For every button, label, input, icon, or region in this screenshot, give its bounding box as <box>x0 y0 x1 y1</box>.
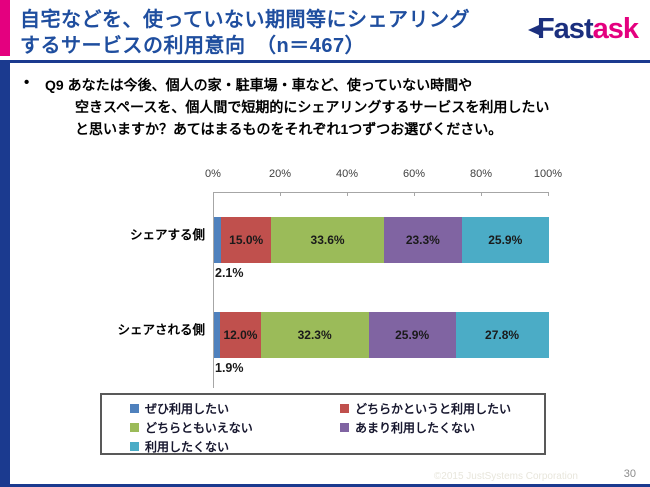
fastask-logo: Fast ask <box>527 13 639 46</box>
legend-item: どちらともいえない <box>130 419 340 436</box>
segment-value-label: 27.8% <box>485 328 520 342</box>
segment-value-label: 15.0% <box>229 233 264 247</box>
page-title: 自宅などを、使っていない期間等にシェアリング するサービスの利用意向 （n＝46… <box>20 7 498 59</box>
segment-value-label: 25.9% <box>488 233 523 247</box>
bar-row: 12.0% 32.3% 25.9% 27.8% <box>214 312 549 358</box>
segment-value-label: 23.3% <box>405 233 440 247</box>
copyright-text: ©2015 JustSystems Corporation <box>433 471 578 482</box>
title-separator-line <box>0 60 650 63</box>
x-axis-tick-label: 40% <box>335 168 359 180</box>
legend-item: どちらかというと利用したい <box>340 400 544 417</box>
question-text: Q9 あなたは今後、個人の家・駐車場・車など、使っていない時間や 空きスペースを… <box>45 74 635 140</box>
segment-value-label-outside: 1.9% <box>215 361 244 375</box>
legend-label: ぜひ利用したい <box>145 402 230 416</box>
category-label: シェアされる側 <box>117 323 205 337</box>
question-line2: 空きスペースを、個人間で短期的にシェアリングするサービスを利用したい <box>75 99 550 115</box>
bar-segment: 25.9% <box>368 312 456 358</box>
chart-legend: ぜひ利用したい どちらかというと利用したいどちらともいえない あまり利用したくない利… <box>100 393 546 455</box>
x-axis-line <box>213 192 549 193</box>
category-label: シェアする側 <box>129 228 205 242</box>
legend-swatch-icon <box>340 404 349 413</box>
page-number: 30 <box>623 468 636 480</box>
x-axis-tick-label: 100% <box>533 168 563 180</box>
legend-item: ぜひ利用したい <box>130 400 340 417</box>
logo-text-fast: Fast <box>536 13 594 45</box>
question-bullet: • <box>24 74 30 91</box>
legend-swatch-icon <box>340 423 349 432</box>
legend-label: 利用したくない <box>145 440 230 454</box>
bar-segment: 27.8% <box>455 312 549 358</box>
legend-label: どちらともいえない <box>145 421 253 435</box>
bottom-border-bar <box>0 484 650 487</box>
logo-text-ask: ask <box>592 13 639 45</box>
bar-segment: 23.3% <box>383 217 462 263</box>
legend-label: あまり利用したくない <box>355 421 476 435</box>
x-axis-tick-label: 0% <box>205 168 221 180</box>
segment-value-label: 25.9% <box>395 328 430 342</box>
legend-item: あまり利用したくない <box>340 419 544 436</box>
legend-item: 利用したくない <box>130 438 340 455</box>
legend-swatch-icon <box>130 423 139 432</box>
x-axis-tick <box>414 192 415 196</box>
bar-segment: 33.6% <box>271 217 384 263</box>
legend-swatch-icon <box>130 442 139 451</box>
segment-value-label-outside: 2.1% <box>215 266 244 280</box>
legend-swatch-icon <box>130 404 139 413</box>
x-axis-tick-label: 80% <box>469 168 493 180</box>
logo-arrow-icon <box>527 24 539 35</box>
bar-segment <box>214 217 222 263</box>
segment-value-label: 32.3% <box>297 328 332 342</box>
bar-segment <box>214 312 221 358</box>
legend-label: どちらかというと利用したい <box>355 402 512 416</box>
page-title-line1: 自宅などを、使っていない期間等にシェアリング <box>20 9 470 31</box>
x-axis-tick <box>548 192 549 196</box>
x-axis-tick-label: 20% <box>268 168 292 180</box>
question-line3: と思いますか？あてはまるものをそれぞれ1つずつお選びください。 <box>75 121 503 137</box>
bar-segment: 25.9% <box>461 217 549 263</box>
bar-segment: 32.3% <box>260 312 369 358</box>
x-axis-tick <box>347 192 348 196</box>
bar-row: 15.0% 33.6% 23.3% 25.9% <box>214 217 549 263</box>
accent-strip-navy <box>0 63 10 487</box>
segment-value-label: 12.0% <box>223 328 258 342</box>
bar-segment: 12.0% <box>220 312 261 358</box>
x-axis-tick <box>481 192 482 196</box>
accent-strip-magenta <box>0 0 10 56</box>
question-line1: Q9 あなたは今後、個人の家・駐車場・車など、使っていない時間や <box>45 77 473 93</box>
x-axis-tick-label: 60% <box>402 168 426 180</box>
bar-segment: 15.0% <box>221 217 272 263</box>
page-title-line2: するサービスの利用意向 （n＝467） <box>20 35 366 57</box>
category-axis-line <box>213 192 214 388</box>
segment-value-label: 33.6% <box>310 233 345 247</box>
x-axis-tick <box>280 192 281 196</box>
